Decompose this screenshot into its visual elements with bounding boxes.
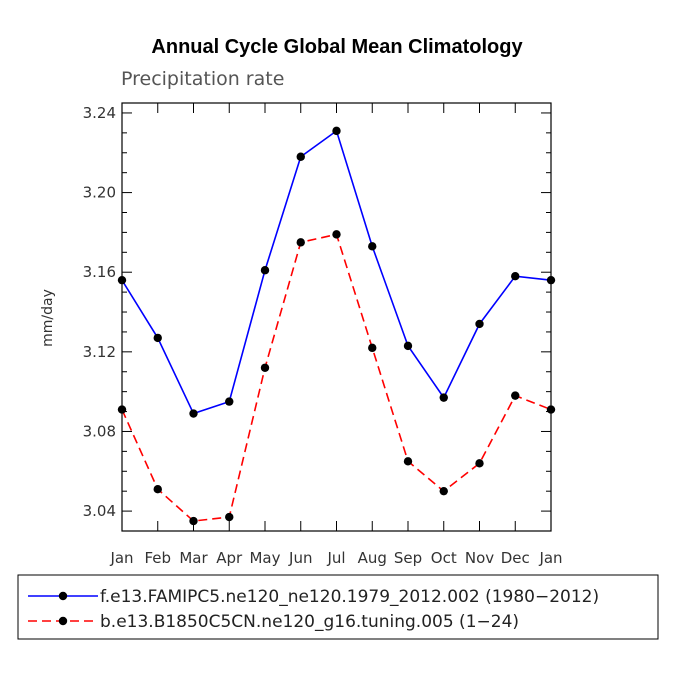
y-tick-label: 3.20 xyxy=(83,184,116,202)
x-tick-label: Feb xyxy=(144,549,171,567)
data-point xyxy=(189,409,198,418)
y-tick-labels: 3.04 3.08 3.12 3.16 3.20 3.24 xyxy=(83,104,116,520)
x-tick-label: Apr xyxy=(216,549,243,567)
y-tick-label: 3.12 xyxy=(83,343,116,361)
x-tick-label: Oct xyxy=(431,549,457,567)
data-point xyxy=(332,230,341,239)
x-tick-label: Sep xyxy=(394,549,422,567)
chart-title: Annual Cycle Global Mean Climatology xyxy=(151,36,523,58)
data-point xyxy=(117,275,127,285)
x-tick-label: Aug xyxy=(358,549,387,567)
data-point xyxy=(260,363,270,372)
chart-subtitle: Precipitation rate xyxy=(121,68,284,90)
data-point xyxy=(546,405,556,414)
x-tick-labels: Jan Feb Mar Apr May Jun Jul Aug Sep Oct Nov Dec Jan xyxy=(109,549,562,567)
series-2 xyxy=(117,230,556,526)
y-tick-label: 3.08 xyxy=(83,422,116,440)
y-tick-label: 3.24 xyxy=(83,104,116,122)
x-tick-label: Jun xyxy=(288,549,312,567)
data-point xyxy=(153,484,162,494)
data-point xyxy=(439,393,448,402)
legend-box xyxy=(17,574,659,640)
data-point xyxy=(546,275,556,285)
data-point xyxy=(368,242,377,251)
axis-ticks xyxy=(121,103,552,532)
data-point xyxy=(368,343,377,353)
y-tick-label: 3.16 xyxy=(83,263,116,281)
x-tick-label: May xyxy=(249,549,280,567)
series-line xyxy=(121,129,552,415)
series-layer xyxy=(117,126,556,526)
data-point xyxy=(117,405,127,414)
x-tick-label: Nov xyxy=(465,549,494,567)
series-line xyxy=(121,233,552,522)
x-tick-label: Jan xyxy=(538,549,562,567)
data-point xyxy=(511,271,520,281)
data-point xyxy=(475,319,484,329)
legend-marker xyxy=(58,591,68,601)
legend: f.e13.FAMIPC5.ne120_ne120.1979_2012.002 … xyxy=(28,587,599,632)
data-point xyxy=(475,459,484,468)
data-point xyxy=(296,238,305,247)
data-point xyxy=(439,486,448,496)
data-point xyxy=(403,457,413,466)
x-tick-label: Jan xyxy=(109,549,133,567)
plot-frame xyxy=(121,102,552,532)
data-point xyxy=(511,391,520,400)
data-point xyxy=(225,397,234,406)
y-tick-label: 3.04 xyxy=(83,502,116,520)
data-point xyxy=(260,266,270,275)
series-1 xyxy=(117,126,556,418)
data-point xyxy=(296,152,305,161)
data-point xyxy=(153,333,162,343)
y-axis-label: mm/day xyxy=(40,289,56,347)
legend-label: f.e13.FAMIPC5.ne120_ne120.1979_2012.002 … xyxy=(100,587,599,607)
legend-marker xyxy=(58,616,68,626)
data-point xyxy=(403,341,413,351)
data-point xyxy=(332,126,341,136)
data-point xyxy=(189,516,198,526)
legend-label: b.e13.B1850C5CN.ne120_g16.tuning.005 (1−… xyxy=(100,612,519,632)
x-tick-label: Dec xyxy=(501,549,530,567)
data-point xyxy=(225,512,234,522)
x-tick-label: Mar xyxy=(179,549,208,567)
x-tick-label: Jul xyxy=(326,549,345,567)
